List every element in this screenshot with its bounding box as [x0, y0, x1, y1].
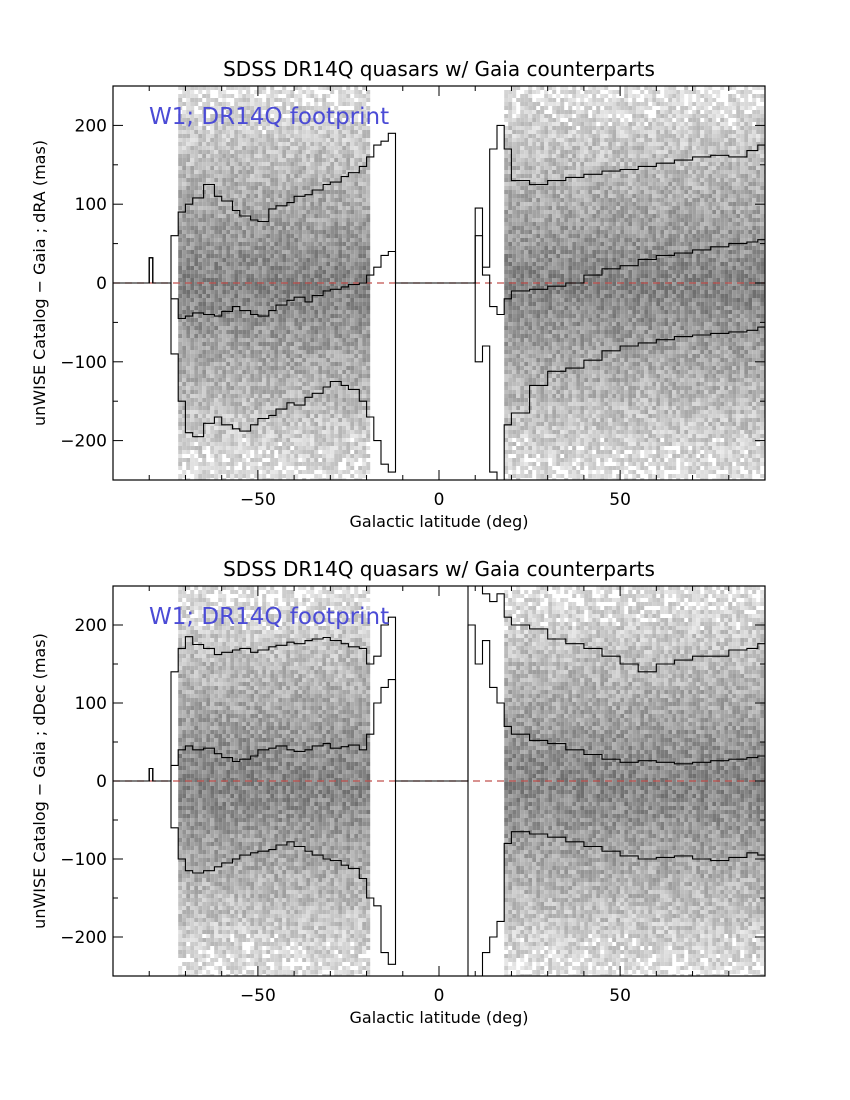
- footprint-annotation: W1; DR14Q footprint: [149, 104, 389, 130]
- lower-percentile-curve: [120, 257, 765, 480]
- y-tick-label: 0: [96, 772, 107, 792]
- x-tick-label: 50: [609, 986, 631, 1006]
- x-tick-label: −50: [240, 986, 276, 1006]
- x-tick-label: 0: [434, 490, 445, 510]
- y-tick-label: 100: [75, 694, 107, 714]
- x-tick-label: 50: [609, 490, 631, 510]
- median-curve: [120, 235, 765, 320]
- x-tick-label: 0: [434, 986, 445, 1006]
- y-axis-label: unWISE Catalog − Gaia ; dRA (mas): [30, 140, 49, 426]
- panel-2: −50 0 50 −200 −100 0 100 200 SDSS DR14Q quasars …: [30, 557, 766, 1027]
- panel-1: −50 0 50 −200 −100 0 100 200 SDSS DR14Q quasars …: [30, 57, 766, 531]
- lower-percentile-curve: [120, 767, 765, 976]
- density-map: [178, 586, 765, 976]
- y-tick-label: 0: [96, 274, 107, 294]
- x-axis-label: Galactic latitude (deg): [350, 1008, 529, 1027]
- x-tick-label: −50: [240, 490, 276, 510]
- upper-percentile-curve: [120, 124, 765, 284]
- y-tick-label: −100: [60, 850, 107, 870]
- y-tick-label: −100: [60, 353, 107, 373]
- median-curve: [120, 624, 765, 782]
- chart-title: SDSS DR14Q quasars w/ Gaia counterparts: [223, 557, 655, 581]
- footprint-annotation: W1; DR14Q footprint: [149, 604, 389, 630]
- y-tick-label: −200: [60, 928, 107, 948]
- y-tick-label: 200: [75, 116, 107, 136]
- y-tick-label: 100: [75, 195, 107, 215]
- density-map: [178, 86, 765, 480]
- y-tick-label: −200: [60, 432, 107, 452]
- y-tick-label: 200: [75, 616, 107, 636]
- upper-percentile-curve: [120, 586, 765, 782]
- x-axis-label: Galactic latitude (deg): [350, 512, 529, 531]
- y-axis-label: unWISE Catalog − Gaia ; dDec (mas): [30, 633, 49, 929]
- chart-title: SDSS DR14Q quasars w/ Gaia counterparts: [223, 57, 655, 81]
